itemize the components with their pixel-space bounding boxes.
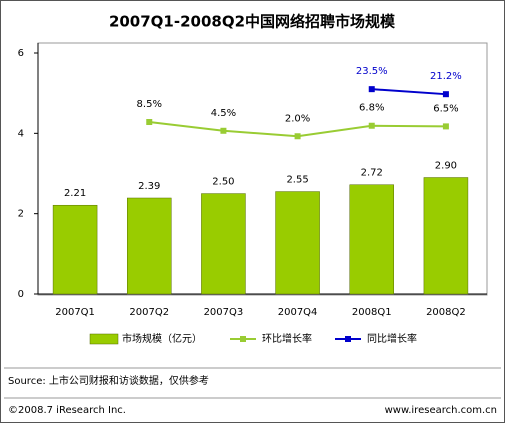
copyright: ©2008.7 iResearch Inc. bbox=[8, 405, 126, 416]
data-label: 4.5% bbox=[211, 108, 236, 119]
data-label: 2.21 bbox=[64, 188, 86, 199]
chart-title: 2007Q1-2008Q2中国网络招聘市场规模 bbox=[109, 13, 396, 31]
marker bbox=[220, 127, 227, 134]
marker bbox=[368, 122, 375, 129]
x-tick-label: 2007Q1 bbox=[55, 307, 95, 318]
y-tick-label: 2 bbox=[18, 209, 24, 220]
data-label: 2.55 bbox=[286, 175, 308, 186]
y-tick-label: 4 bbox=[18, 128, 24, 139]
source: Source: 上市公司财报和访谈数据，仅供参考 bbox=[8, 374, 209, 387]
bar bbox=[127, 197, 172, 295]
data-label: 6.8% bbox=[359, 103, 384, 114]
data-label: 2.72 bbox=[361, 168, 383, 179]
x-tick-label: 2007Q2 bbox=[129, 307, 169, 318]
x-tick-label: 2007Q3 bbox=[204, 307, 244, 318]
y-tick-label: 6 bbox=[18, 48, 24, 59]
url: www.iresearch.com.cn bbox=[385, 405, 497, 416]
bar bbox=[201, 193, 246, 295]
legend-marker bbox=[345, 336, 351, 342]
data-label: 6.5% bbox=[433, 103, 458, 114]
legend-label: 市场规模（亿元） bbox=[122, 332, 202, 345]
data-label: 23.5% bbox=[356, 66, 388, 77]
legend-marker bbox=[240, 336, 246, 342]
data-label: 2.0% bbox=[285, 113, 310, 124]
data-label: 21.2% bbox=[430, 71, 462, 82]
bar bbox=[52, 204, 98, 295]
legend-label: 同比增长率 bbox=[367, 332, 417, 345]
marker bbox=[146, 119, 153, 126]
marker bbox=[294, 133, 301, 140]
x-tick-label: 2008Q2 bbox=[426, 307, 466, 318]
bar bbox=[275, 191, 320, 295]
data-label: 2.39 bbox=[138, 181, 160, 192]
bar bbox=[349, 184, 394, 295]
line bbox=[371, 88, 446, 96]
marker bbox=[368, 86, 375, 93]
bar bbox=[423, 177, 469, 295]
x-tick-label: 2007Q4 bbox=[278, 307, 318, 318]
data-label: 8.5% bbox=[137, 99, 162, 110]
data-label: 2.50 bbox=[212, 177, 234, 188]
legend-label: 环比增长率 bbox=[262, 332, 312, 345]
marker bbox=[442, 91, 449, 98]
marker bbox=[442, 123, 449, 130]
x-tick-label: 2008Q1 bbox=[352, 307, 392, 318]
y-tick-label: 0 bbox=[18, 289, 24, 300]
legend-swatch bbox=[89, 333, 119, 345]
data-label: 2.90 bbox=[435, 161, 457, 172]
